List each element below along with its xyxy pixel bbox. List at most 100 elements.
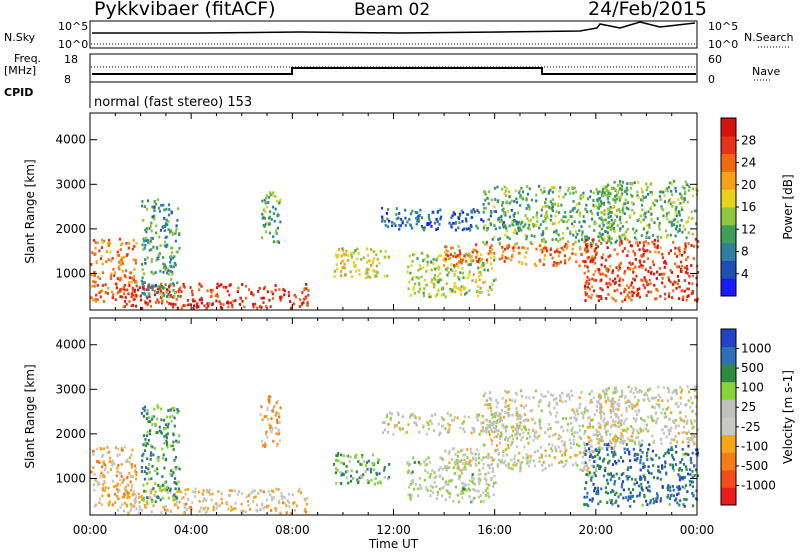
data-cell	[675, 450, 678, 454]
data-cell	[629, 439, 632, 442]
data-cell	[109, 250, 112, 254]
data-cell	[604, 424, 607, 427]
data-cell	[613, 195, 617, 198]
data-cell	[304, 510, 308, 514]
data-cell	[364, 470, 367, 474]
data-cell	[554, 432, 557, 436]
data-cell	[512, 214, 516, 218]
data-cell	[458, 255, 462, 259]
data-cell	[619, 179, 622, 183]
data-cell	[621, 435, 624, 439]
data-cell	[488, 466, 491, 470]
data-cell	[585, 250, 588, 254]
data-cell	[100, 471, 103, 475]
data-cell	[517, 229, 520, 233]
data-cell	[612, 391, 615, 395]
data-cell	[677, 424, 680, 428]
data-cell	[688, 185, 691, 189]
data-cell	[518, 191, 521, 195]
data-cell	[619, 215, 622, 219]
data-cell	[564, 192, 567, 196]
data-cell	[624, 198, 627, 202]
data-cell	[141, 291, 144, 295]
data-cell	[644, 249, 647, 253]
data-cell	[687, 453, 690, 457]
data-cell	[535, 264, 538, 268]
data-cell	[140, 466, 143, 469]
data-cell	[662, 272, 665, 276]
data-cell	[438, 278, 441, 282]
data-cell	[197, 490, 200, 494]
data-cell	[665, 235, 668, 239]
data-cell	[461, 448, 464, 452]
data-cell	[522, 456, 525, 460]
data-cell	[609, 472, 613, 475]
data-cell	[618, 198, 621, 202]
data-cell	[532, 429, 535, 432]
data-cell	[457, 217, 461, 220]
data-cell	[173, 458, 176, 462]
data-cell	[460, 469, 463, 472]
data-cell	[638, 287, 641, 291]
data-cell	[609, 215, 612, 218]
data-cell	[102, 460, 105, 464]
data-cell	[420, 216, 424, 220]
data-cell	[124, 296, 127, 299]
data-cell	[383, 274, 386, 278]
data-cell	[140, 494, 143, 498]
data-cell	[590, 245, 593, 249]
data-cell	[658, 227, 661, 231]
data-cell	[604, 400, 607, 404]
data-cell	[187, 498, 190, 501]
data-cell	[414, 210, 417, 214]
x-tick-label: 12:00	[376, 523, 411, 537]
data-cell	[472, 273, 475, 276]
data-cell	[153, 217, 156, 221]
data-cell	[685, 422, 688, 425]
data-cell	[146, 442, 149, 445]
data-cell	[621, 278, 625, 282]
data-cell	[568, 397, 571, 401]
data-cell	[613, 493, 616, 496]
data-cell	[220, 283, 223, 286]
data-cell	[523, 246, 526, 250]
data-cell	[271, 409, 274, 413]
data-cell	[148, 299, 152, 303]
data-cell	[505, 425, 508, 428]
data-cell	[605, 185, 608, 189]
data-cell	[685, 465, 688, 469]
data-cell	[448, 466, 451, 469]
data-cell	[272, 407, 275, 410]
data-cell	[500, 434, 503, 438]
data-cell	[514, 454, 517, 458]
data-cell	[167, 272, 171, 276]
data-cell	[154, 490, 157, 494]
data-cell	[165, 441, 169, 445]
data-cell	[471, 452, 474, 455]
data-cell	[368, 259, 371, 263]
data-cell	[678, 478, 682, 482]
data-cell	[562, 465, 565, 468]
data-cell	[146, 482, 149, 485]
freq-tick-top: 18	[64, 53, 78, 66]
data-cell	[462, 276, 465, 280]
data-cell	[649, 190, 652, 194]
data-cell	[275, 411, 278, 415]
data-cell	[141, 454, 144, 458]
data-cell	[279, 406, 282, 410]
data-cell	[146, 256, 149, 260]
data-cell	[604, 230, 607, 233]
data-cell	[176, 440, 179, 444]
data-cell	[191, 293, 194, 297]
data-cell	[572, 442, 576, 446]
data-cell	[96, 447, 99, 451]
data-cell	[486, 227, 489, 230]
data-cell	[626, 188, 629, 192]
data-cell	[488, 420, 491, 423]
data-cell	[573, 431, 576, 434]
data-cell	[656, 496, 659, 500]
data-cell	[625, 284, 628, 287]
data-cell	[480, 500, 483, 504]
data-cell	[165, 207, 168, 211]
data-cell	[433, 273, 436, 277]
